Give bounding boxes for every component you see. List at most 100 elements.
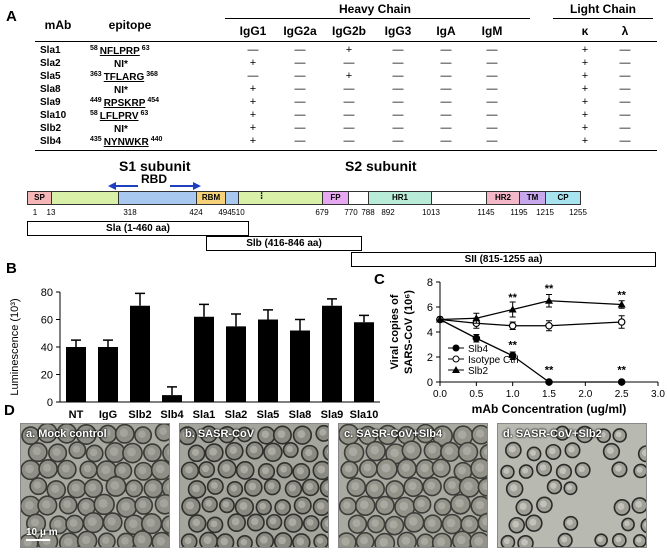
cell-nucleus xyxy=(167,448,169,456)
cell xyxy=(161,477,169,498)
residue-tick: 510 xyxy=(231,208,245,217)
luminescence-bar-chart: 0 20 40 60 80 Luminescence (10³) NT IgG Slb2 Slb4… xyxy=(9,287,380,420)
y-tick-label: 4 xyxy=(427,327,433,339)
cell-nucleus xyxy=(456,535,466,545)
isotype-cell: — xyxy=(486,70,498,82)
epitope: 58 NFLPRP 63 xyxy=(90,45,150,57)
cell-nucleus xyxy=(636,466,643,473)
cell-nucleus xyxy=(110,481,120,490)
dotted-marker: ⁝ xyxy=(260,191,264,202)
cell-nucleus xyxy=(184,537,192,545)
x-tick-label: NT xyxy=(69,409,84,420)
epitope-sequence: NFLPRP xyxy=(99,46,140,57)
cell-nucleus xyxy=(155,464,165,474)
bar xyxy=(354,322,374,402)
cell-nucleus xyxy=(25,430,34,439)
epitope-sequence: NI* xyxy=(114,59,128,70)
residue-tick: 318 xyxy=(123,208,137,217)
x-tick-label: IgG xyxy=(99,409,117,420)
cell-nucleus xyxy=(348,447,358,456)
cell-nucleus xyxy=(53,519,62,528)
bar xyxy=(322,305,342,402)
cell-nucleus xyxy=(87,517,97,527)
x-tick-label: Sla8 xyxy=(289,409,312,420)
x-tick-label: 2.5 xyxy=(615,389,629,400)
cell-nucleus xyxy=(455,498,464,508)
epitope: NI* xyxy=(90,84,128,96)
epitope-end: 454 xyxy=(147,97,160,104)
cell-nucleus xyxy=(165,519,169,528)
cell-nucleus xyxy=(259,502,267,510)
cell-nucleus xyxy=(549,447,556,455)
epitope: 449 RPSKRP 454 xyxy=(90,97,159,109)
cell-nucleus xyxy=(248,482,257,491)
cell-nucleus xyxy=(267,482,275,490)
cell-nucleus xyxy=(138,430,146,438)
bar xyxy=(194,316,214,402)
cell-nucleus xyxy=(61,464,70,473)
isotype-cell: — xyxy=(247,44,259,56)
cell-nucleus xyxy=(102,429,111,437)
cell-nucleus xyxy=(138,466,147,475)
micrograph-c-image xyxy=(339,424,487,547)
x-tick-label: Slb4 xyxy=(160,409,184,420)
micrograph-c-label: c. SASR-CoV+Slb4 xyxy=(344,428,443,440)
isotype-cell: — xyxy=(343,109,355,121)
cell-nucleus xyxy=(606,447,614,455)
isotype-cell: + xyxy=(345,44,353,56)
epitope-start: 363 xyxy=(90,71,102,78)
residue-tick: 1 xyxy=(32,208,38,217)
isotype-cell: — xyxy=(619,70,631,82)
micrograph-a-label: a. Mock control xyxy=(26,428,107,440)
spike-domain xyxy=(348,191,369,205)
isotype-header: IgG2a xyxy=(283,24,317,38)
isotype-cell: — xyxy=(619,96,631,108)
cell-nucleus xyxy=(529,518,537,526)
cell-nucleus xyxy=(220,537,229,546)
cell-nucleus xyxy=(444,446,454,456)
cell-nucleus xyxy=(203,536,212,545)
x-tick-label: 0.5 xyxy=(469,389,483,400)
mab-name: Slb2 xyxy=(40,123,62,134)
cell-nucleus xyxy=(636,537,642,543)
s1-subunit-label: S1 subunit xyxy=(119,158,191,174)
spike-domain xyxy=(51,191,119,205)
legend-label: Slb2 xyxy=(468,366,488,377)
significance-mark: ** xyxy=(617,289,626,301)
micrograph-b-image xyxy=(180,424,328,547)
cell-nucleus xyxy=(343,501,351,509)
isotype-cell: — xyxy=(392,109,404,121)
cell-nucleus xyxy=(390,448,400,458)
cell-nucleus xyxy=(204,429,212,437)
isotype-cell: — xyxy=(440,122,452,134)
cell-nucleus xyxy=(474,536,484,546)
cell-nucleus xyxy=(624,520,630,527)
significance-mark: ** xyxy=(617,364,626,376)
isotype-header: IgM xyxy=(481,24,503,38)
residue-tick: 1013 xyxy=(422,208,440,217)
epitope: NI* xyxy=(90,58,128,70)
table-bottom-rule xyxy=(35,150,657,151)
cell-nucleus xyxy=(641,449,646,457)
isotype-cell: — xyxy=(343,135,355,147)
cell-nucleus xyxy=(458,466,466,475)
cell-nucleus xyxy=(63,500,72,508)
y-tick-label: 0 xyxy=(47,397,53,409)
cell-nucleus xyxy=(457,430,467,439)
cell-nucleus xyxy=(69,519,78,527)
cell-nucleus xyxy=(580,429,588,438)
epitope-end: 63 xyxy=(141,45,150,52)
isotype-cell: — xyxy=(392,135,404,147)
cell-nucleus xyxy=(370,445,379,455)
isotype-cell: — xyxy=(619,83,631,95)
x-tick-label: Sla2 xyxy=(225,409,248,420)
x-tick-label: 2.0 xyxy=(578,389,592,400)
cell-nucleus xyxy=(371,519,379,527)
cell-nucleus xyxy=(408,481,417,491)
table-header-light-chain: Light Chain xyxy=(570,2,636,16)
cell-nucleus xyxy=(352,519,361,528)
isotype-cell: — xyxy=(392,96,404,108)
cell-nucleus xyxy=(540,500,547,508)
cell-nucleus xyxy=(324,483,328,492)
cell-nucleus xyxy=(305,449,313,457)
